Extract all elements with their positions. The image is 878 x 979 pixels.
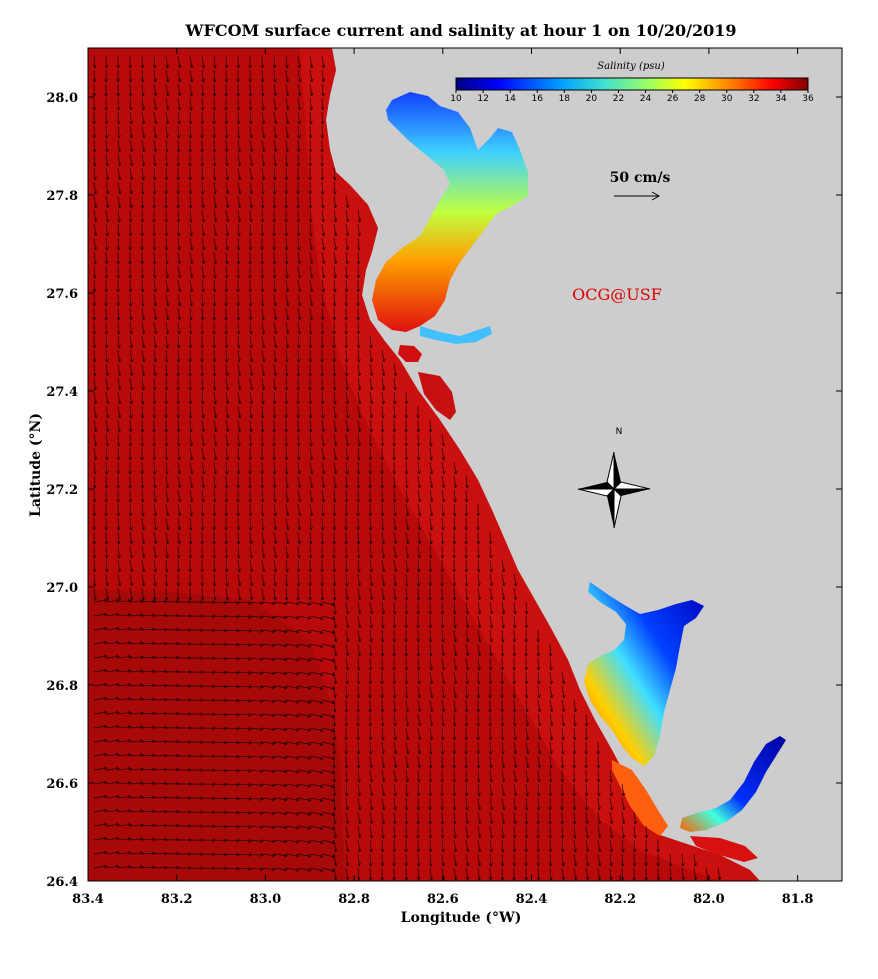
axes: 83.4 83.2 83.0 82.8 82.6 82.4 82.2 82.0 … xyxy=(46,91,813,907)
colorbar-tick-label: 16 xyxy=(532,94,544,104)
colorbar-tick-label: 32 xyxy=(748,94,759,104)
scale-arrow-head xyxy=(651,191,661,201)
x-tick-label: 82.2 xyxy=(604,892,636,907)
y-tick-label: 28.0 xyxy=(46,91,78,106)
map-title: WFCOM surface current and salinity at ho… xyxy=(185,21,737,40)
caloosahatchee-river xyxy=(680,736,786,832)
x-tick-label: 81.8 xyxy=(782,892,814,907)
tampa-bay xyxy=(372,92,528,332)
x-tick-label: 83.0 xyxy=(250,892,282,907)
colorbar-tick-label: 20 xyxy=(586,94,598,104)
colorbar-tick-label: 22 xyxy=(613,94,624,104)
colorbar-tick-label: 18 xyxy=(559,94,571,104)
colorbar-tick-label: 26 xyxy=(667,94,679,104)
x-tick-label: 82.0 xyxy=(693,892,725,907)
y-tick-label: 26.8 xyxy=(46,679,78,694)
colorbar-tick-label: 30 xyxy=(721,94,733,104)
x-tick-label: 83.2 xyxy=(161,892,193,907)
current-vectors xyxy=(92,55,722,881)
compass-rose-icon: N xyxy=(577,427,651,529)
scale-arrow: 50 cm/s xyxy=(610,170,671,201)
y-tick-label: 26.4 xyxy=(46,875,78,890)
current-vector-arrows xyxy=(92,55,722,881)
x-tick-label: 82.8 xyxy=(338,892,370,907)
scale-arrow-label: 50 cm/s xyxy=(610,170,671,186)
y-tick-label: 27.4 xyxy=(46,385,78,400)
colorbar-ticks: 10 12 14 16 18 20 22 24 26 28 30 32 34 36 xyxy=(450,90,814,104)
nearshore-water xyxy=(300,48,760,881)
x-tick-label: 83.4 xyxy=(72,892,104,907)
colorbar-gradient xyxy=(455,77,809,91)
colorbar-tick-label: 36 xyxy=(802,94,814,104)
offshore-deep-water xyxy=(88,590,345,881)
lemon-bay xyxy=(418,372,456,420)
map-plot-area: Salinity (psu) 10 12 14 16 18 20 22 24 26 28 30 32 3… xyxy=(88,48,842,881)
manatee-river xyxy=(420,326,492,344)
y-axis-label: Latitude (°N) xyxy=(28,413,44,517)
colorbar-tick-label: 34 xyxy=(775,94,787,104)
colorbar-tick-label: 10 xyxy=(450,94,462,104)
tick-marks xyxy=(87,48,842,882)
credit-label: OCG@USF xyxy=(572,285,662,304)
x-axis-label: Longitude (°W) xyxy=(401,910,522,926)
plot-frame xyxy=(87,47,843,882)
estero-bay xyxy=(690,836,758,862)
x-tick-label: 82.4 xyxy=(516,892,548,907)
y-tick-label: 26.6 xyxy=(46,777,78,792)
x-tick-label: 82.6 xyxy=(427,892,459,907)
colorbar-tick-label: 28 xyxy=(694,94,706,104)
y-tick-label: 27.2 xyxy=(46,483,78,498)
y-tick-label: 27.0 xyxy=(46,581,78,596)
salinity-colorbar: Salinity (psu) 10 12 14 16 18 20 22 24 26 28 30 32 3… xyxy=(450,61,814,104)
charlotte-harbor xyxy=(584,582,704,766)
colorbar-title: Salinity (psu) xyxy=(597,61,665,72)
y-tick-label: 27.6 xyxy=(46,287,78,302)
colorbar-tick-label: 12 xyxy=(477,94,488,104)
sarasota-bay xyxy=(398,345,422,362)
colorbar-tick-label: 14 xyxy=(504,94,516,104)
pine-island-sound xyxy=(612,760,668,836)
y-tick-label: 27.8 xyxy=(46,189,78,204)
colorbar-tick-label: 24 xyxy=(640,94,652,104)
compass-north-label: N xyxy=(616,427,623,437)
